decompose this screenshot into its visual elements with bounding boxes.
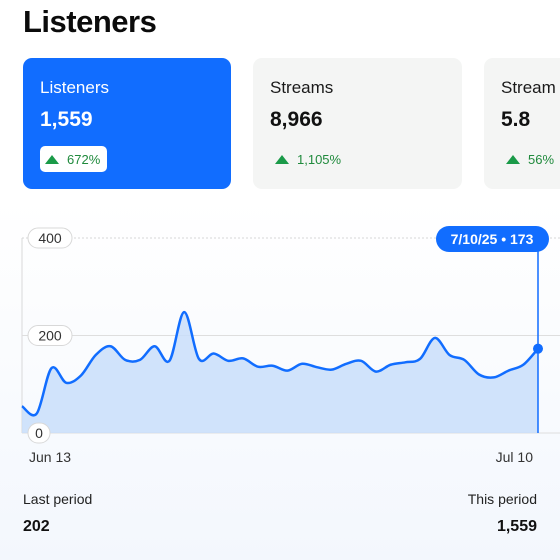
metric-card-value: 1,559 [40,108,93,131]
metric-card-delta: 672% [40,146,108,172]
metric-card-label: Stream [501,78,556,97]
y-tick-label: 200 [38,328,62,344]
metric-card-listeners[interactable]: Listeners 1,559 672% [23,58,231,189]
arrow-up-icon [275,154,289,164]
y-tick-label: 0 [35,425,43,441]
series-area [22,312,538,433]
metric-card-label: Listeners [40,78,109,97]
this-period-value: 1,559 [496,518,537,535]
y-tick: 200 [27,325,73,346]
listeners-chart[interactable]: 400 200 0 7/10/25 • 173 [0,0,560,470]
page-title: Listeners [23,4,157,39]
tooltip-date: 7/10/25 [451,231,498,247]
hover-point [533,343,543,354]
tooltip-separator: • [497,231,510,247]
x-tick-label-start: Jun 13 [29,449,72,465]
metric-cards: Listeners 1,559 672% Streams 8,966 1,105… [23,58,560,190]
metric-card-value: 8,966 [270,108,323,131]
y-tick-label: 400 [38,230,62,246]
metric-card-value: 5.8 [501,108,531,131]
tooltip-label: 7/10/25 • 173 [451,231,534,247]
metric-card-stream[interactable]: Stream 5.8 56% [484,58,560,189]
metric-card-delta: 1,105% [270,146,348,172]
metric-card-streams[interactable]: Streams 8,966 1,105% [253,58,462,189]
tooltip-value: 173 [510,231,534,247]
series-line [21,310,539,417]
y-tick: 400 [27,227,73,249]
delta-value: 1,105% [297,151,342,167]
delta-value: 672% [67,151,101,167]
metric-card-label: Streams [270,78,334,97]
last-period-label: Last period [23,491,93,507]
hover-tooltip: 7/10/25 • 173 [436,226,549,252]
metric-card-delta: 56% [501,146,560,172]
arrow-up-icon [45,154,59,164]
y-axis-ticks: 400 200 0 [27,227,73,444]
last-period-value: 202 [23,518,50,535]
y-tick: 0 [27,422,51,444]
delta-value: 56% [528,151,555,167]
this-period-label: This period [467,491,537,507]
arrow-up-icon [506,154,520,164]
x-tick-label-end: Jul 10 [495,449,533,465]
